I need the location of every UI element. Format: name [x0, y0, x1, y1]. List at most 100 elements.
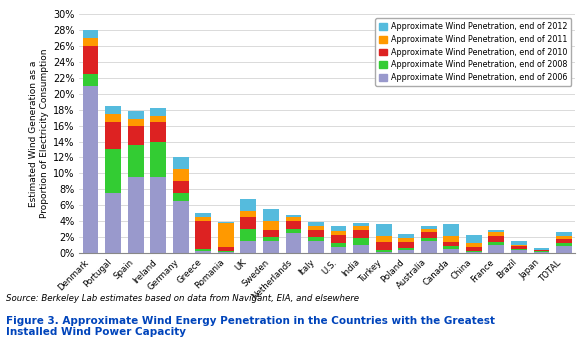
Bar [511, 245, 527, 246]
Bar [173, 157, 188, 169]
Bar [534, 249, 549, 250]
Text: Source: Berkeley Lab estimates based on data from Navigant, EIA, and elsewhere: Source: Berkeley Lab estimates based on … [6, 294, 359, 303]
Bar [534, 248, 549, 249]
Bar [150, 177, 166, 253]
Bar [308, 241, 324, 253]
Bar [556, 239, 572, 243]
Bar [398, 234, 414, 238]
Bar [241, 241, 257, 253]
Bar [195, 221, 211, 249]
Bar [195, 217, 211, 221]
Bar [421, 229, 437, 232]
Bar [128, 119, 143, 126]
Bar [285, 217, 301, 221]
Bar [398, 242, 414, 248]
Bar [83, 38, 99, 46]
Bar [398, 250, 414, 253]
Bar [218, 223, 234, 247]
Bar [308, 222, 324, 226]
Bar [556, 243, 572, 246]
Bar [534, 251, 549, 252]
Bar [330, 235, 346, 243]
Bar [150, 116, 166, 122]
Bar [241, 210, 257, 217]
Bar [308, 230, 324, 237]
Bar [173, 169, 188, 181]
Bar [83, 30, 99, 38]
Bar [443, 246, 459, 249]
Legend: Approximate Wind Penetration, end of 2012, Approximate Wind Penetration, end of : Approximate Wind Penetration, end of 201… [376, 18, 571, 86]
Bar [285, 229, 301, 233]
Bar [466, 252, 482, 253]
Bar [534, 250, 549, 251]
Bar [308, 226, 324, 230]
Bar [556, 236, 572, 239]
Bar [488, 232, 504, 236]
Bar [353, 230, 369, 238]
Bar [376, 236, 392, 242]
Bar [421, 232, 437, 238]
Bar [534, 252, 549, 253]
Bar [376, 242, 392, 250]
Bar [466, 251, 482, 252]
Bar [330, 226, 346, 231]
Bar [466, 243, 482, 247]
Bar [105, 193, 121, 253]
Bar [128, 111, 143, 119]
Bar [263, 237, 279, 241]
Bar [443, 236, 459, 242]
Bar [173, 201, 188, 253]
Bar [83, 74, 99, 86]
Bar [128, 145, 143, 177]
Bar [263, 221, 279, 230]
Bar [443, 224, 459, 236]
Bar [488, 245, 504, 253]
Bar [511, 241, 527, 245]
Bar [353, 238, 369, 245]
Bar [241, 229, 257, 241]
Bar [195, 213, 211, 217]
Bar [421, 226, 437, 229]
Bar [83, 46, 99, 74]
Bar [488, 242, 504, 245]
Bar [421, 241, 437, 253]
Bar [241, 217, 257, 229]
Bar [488, 230, 504, 232]
Bar [150, 122, 166, 142]
Bar [330, 247, 346, 253]
Bar [241, 199, 257, 210]
Y-axis label: Estimated Wind Generation as a
Proportion of Electricity Consumption: Estimated Wind Generation as a Proportio… [29, 49, 49, 218]
Bar [353, 245, 369, 253]
Bar [421, 238, 437, 241]
Bar [218, 252, 234, 253]
Text: Figure 3. Approximate Wind Energy Penetration in the Countries with the Greatest: Figure 3. Approximate Wind Energy Penetr… [6, 316, 495, 338]
Bar [466, 235, 482, 243]
Bar [511, 249, 527, 250]
Bar [105, 114, 121, 122]
Bar [511, 250, 527, 253]
Bar [330, 231, 346, 235]
Bar [105, 149, 121, 193]
Bar [218, 222, 234, 223]
Bar [285, 221, 301, 229]
Bar [376, 224, 392, 236]
Bar [105, 122, 121, 149]
Bar [195, 249, 211, 251]
Bar [556, 246, 572, 253]
Bar [195, 251, 211, 253]
Bar [128, 126, 143, 145]
Bar [83, 86, 99, 253]
Bar [105, 106, 121, 114]
Bar [263, 241, 279, 253]
Bar [376, 252, 392, 253]
Bar [330, 243, 346, 247]
Bar [353, 226, 369, 230]
Bar [443, 242, 459, 246]
Bar [218, 251, 234, 252]
Bar [376, 250, 392, 252]
Bar [285, 216, 301, 217]
Bar [488, 236, 504, 242]
Bar [511, 246, 527, 249]
Bar [263, 230, 279, 237]
Bar [308, 237, 324, 241]
